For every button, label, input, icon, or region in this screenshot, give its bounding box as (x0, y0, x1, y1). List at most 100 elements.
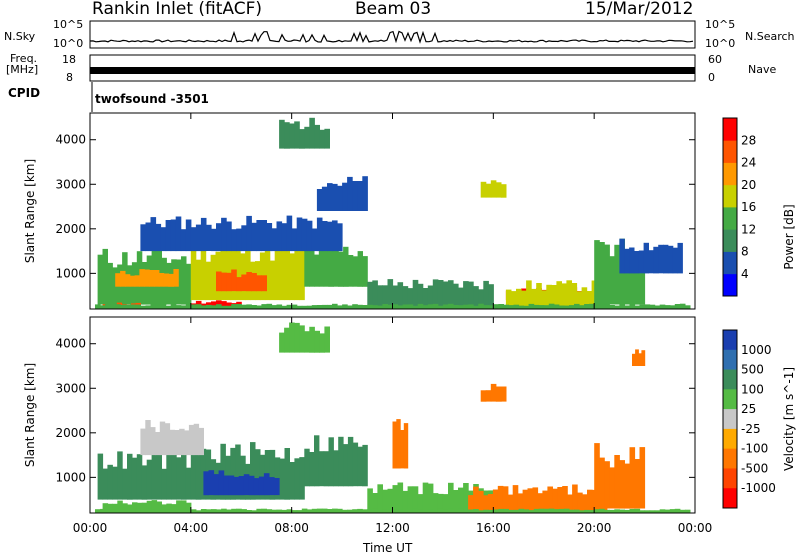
data-cell (241, 304, 247, 309)
data-cell (367, 488, 373, 513)
data-cell (203, 471, 209, 496)
data-cell (112, 267, 118, 305)
data-cell (664, 305, 671, 309)
colorbar-tick-label: -100 (741, 442, 768, 456)
data-cell (458, 287, 464, 309)
x-tick-label: 04:00 (174, 521, 209, 535)
data-cell (478, 510, 484, 513)
data-cell (135, 508, 141, 513)
data-cell (291, 304, 298, 309)
data-cell (407, 304, 414, 309)
data-cell (279, 332, 285, 353)
data-cell (574, 509, 580, 513)
data-cell (473, 286, 479, 309)
data-cell (563, 508, 570, 513)
data-cell (538, 305, 545, 309)
data-cell (437, 493, 444, 513)
data-cell (269, 260, 276, 301)
data-cell (337, 305, 343, 309)
data-cell (357, 181, 363, 211)
data-cell (206, 304, 212, 309)
data-cell (213, 474, 220, 496)
data-cell (498, 508, 504, 513)
data-cell (546, 284, 552, 309)
data-cell (134, 275, 140, 287)
data-cell (357, 508, 363, 513)
data-cell (629, 304, 636, 309)
data-cell (468, 281, 474, 309)
data-cell (181, 500, 187, 513)
data-cell (284, 448, 290, 500)
data-cell (498, 304, 504, 309)
data-cell (291, 510, 298, 513)
data-cell (432, 493, 439, 513)
data-cell (269, 477, 275, 496)
data-cell (387, 488, 394, 513)
colorbar-tick-label: 4 (741, 267, 749, 281)
data-cell (488, 305, 494, 309)
data-cell (483, 509, 489, 513)
data-cell (195, 304, 202, 309)
data-cell (226, 221, 232, 252)
data-cell (190, 509, 197, 513)
data-cell (473, 509, 479, 513)
data-cell (117, 500, 123, 513)
data-cell (261, 508, 267, 513)
data-cell (321, 508, 328, 513)
data-cell (299, 457, 305, 500)
data-cell (304, 249, 310, 287)
data-cell (392, 304, 399, 309)
data-cell (198, 427, 204, 456)
data-cell (332, 183, 338, 211)
data-cell (151, 500, 158, 513)
data-cell (309, 452, 315, 487)
data-cell (309, 326, 315, 353)
data-cell (649, 510, 656, 513)
data-cell (543, 508, 550, 513)
data-cell (160, 509, 167, 513)
data-cell (231, 269, 237, 292)
data-cell (211, 509, 217, 513)
data-cell (403, 423, 409, 469)
data-cell (236, 304, 242, 309)
y-tick-label: 3000 (55, 177, 86, 191)
data-cell (468, 509, 474, 513)
data-cell (160, 227, 167, 252)
data-cell (294, 322, 300, 353)
data-cell (284, 122, 290, 149)
data-cell (553, 509, 560, 513)
data-cell (594, 303, 600, 309)
data-cell (480, 390, 487, 402)
data-cell (130, 508, 136, 513)
data-cell (495, 182, 502, 198)
data-cell (286, 509, 293, 513)
data-cell (458, 305, 464, 309)
data-cell (512, 485, 519, 513)
y-tick-label: 1000 (55, 266, 86, 280)
data-cell (318, 244, 325, 287)
data-cell (131, 457, 138, 500)
data-cell (155, 303, 162, 309)
data-cell (337, 223, 343, 252)
data-cell (175, 305, 182, 309)
data-cell (558, 508, 565, 513)
data-cell (362, 509, 368, 513)
data-cell (200, 217, 207, 252)
data-cell (679, 509, 686, 513)
data-cell (488, 284, 494, 309)
data-cell (176, 259, 182, 305)
data-cell (432, 509, 439, 513)
data-cell (342, 509, 348, 513)
data-cell (571, 283, 578, 309)
data-cell (318, 451, 325, 487)
data-cell (505, 289, 512, 309)
data-cell (107, 464, 113, 500)
data-cell (163, 273, 170, 287)
data-cell (548, 303, 555, 309)
data-cell (609, 509, 615, 513)
colorbar-swatch (723, 409, 737, 430)
data-cell (294, 243, 300, 301)
data-cell (200, 243, 207, 301)
data-cell (582, 494, 588, 513)
data-cell (304, 126, 310, 149)
